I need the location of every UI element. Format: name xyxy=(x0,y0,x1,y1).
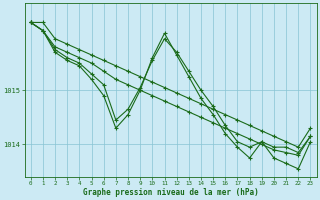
X-axis label: Graphe pression niveau de la mer (hPa): Graphe pression niveau de la mer (hPa) xyxy=(83,188,259,197)
